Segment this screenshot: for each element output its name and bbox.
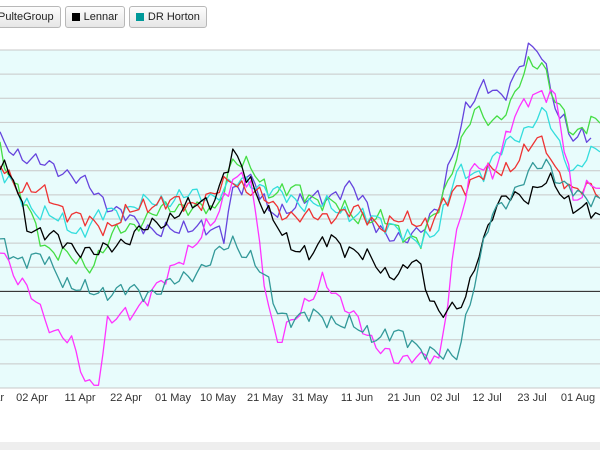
legend-label: DR Horton [147, 11, 200, 23]
series-line-3 [0, 135, 600, 237]
x-tick-label: 01 Aug [561, 392, 595, 404]
legend-item-pultegroup[interactable]: PulteGroup [0, 6, 61, 28]
x-tick-label: 02 Apr [16, 392, 48, 404]
x-tick-label: 11 Apr [65, 392, 96, 404]
series-line-6 [0, 158, 600, 361]
legend-label: PulteGroup [0, 11, 54, 23]
series-line-0 [0, 42, 592, 245]
x-tick-label: 21 Jun [387, 392, 420, 404]
legend: PulteGroup Lennar DR Horton [0, 6, 207, 28]
series-lines [0, 42, 600, 386]
x-tick-label: 02 Jul [430, 392, 459, 404]
x-tick-label: 21 May [247, 392, 284, 404]
x-axis-ticks: ar 02 Apr 11 Apr 22 Apr 01 May 10 May 21 May 31… [0, 392, 595, 404]
x-tick-label: 01 May [155, 392, 192, 404]
x-tick-label: 22 Apr [110, 392, 142, 404]
legend-swatch [135, 13, 144, 21]
x-tick-label: ar [0, 392, 4, 404]
x-tick-label: 10 May [200, 392, 237, 404]
legend-swatch [71, 13, 80, 21]
x-tick-label: 31 May [292, 392, 329, 404]
legend-item-dr-horton[interactable]: DR Horton [128, 6, 207, 28]
x-tick-label: 11 Jun [341, 392, 373, 404]
series-line-5 [0, 148, 600, 319]
legend-item-lennar[interactable]: Lennar [64, 6, 125, 28]
legend-label: Lennar [83, 11, 118, 23]
x-tick-label: 12 Jul [472, 392, 501, 404]
bottom-scroll-bar [0, 442, 600, 450]
x-tick-label: 23 Jul [517, 392, 546, 404]
series-line-4 [0, 88, 600, 386]
